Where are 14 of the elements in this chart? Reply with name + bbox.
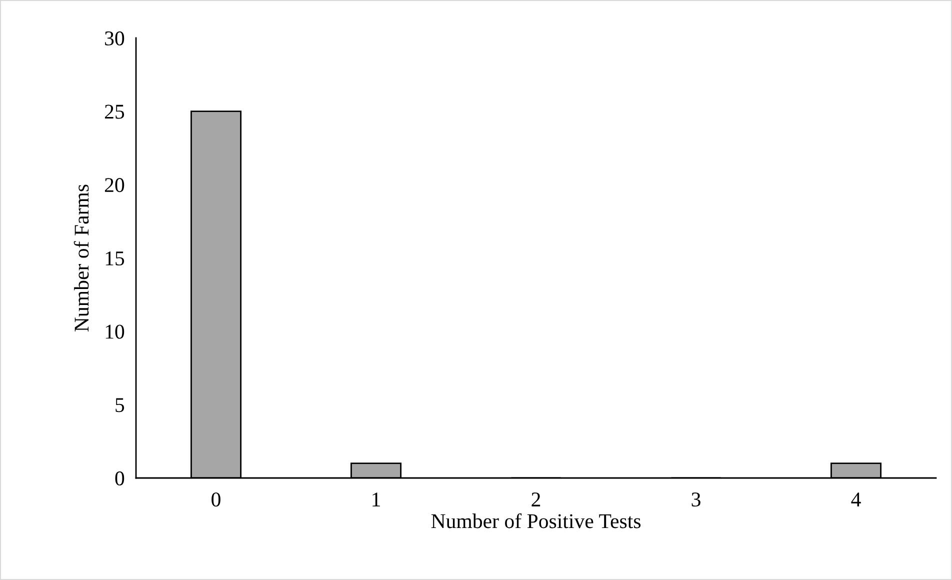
x-tick-label: 1 [372,492,380,506]
y-tick-label: 0 [115,471,124,486]
x-tick-label: 3 [692,492,700,507]
x-tick-label: 2 [532,492,540,506]
y-axis-title: Number of Farms [74,184,89,332]
y-tick-label: 20 [104,178,124,192]
y-tick-label: 5 [116,398,124,412]
y-tick-label: 25 [104,104,124,119]
y-tick-label: 30 [105,31,124,46]
y-tick-label: 15 [106,251,124,266]
y-tick-label: 10 [106,324,124,339]
x-tick-label: 0 [212,492,220,507]
x-tick-label: 4 [851,492,861,506]
x-axis-title: Number of Positive Tests [431,513,641,528]
